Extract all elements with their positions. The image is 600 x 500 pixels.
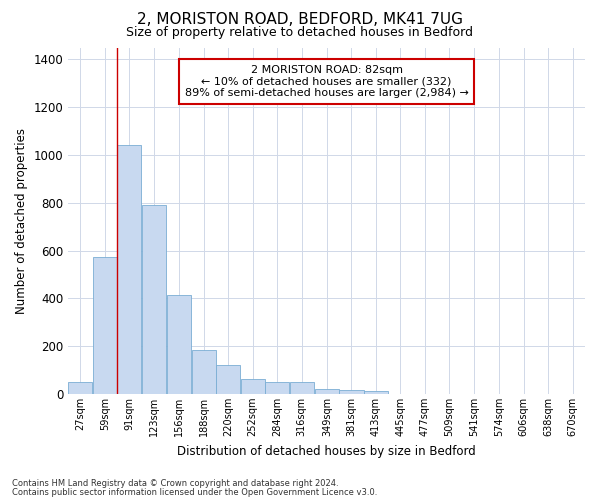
Bar [265,382,289,394]
Bar [216,365,240,394]
Text: 2 MORISTON ROAD: 82sqm
← 10% of detached houses are smaller (332)
89% of semi-de: 2 MORISTON ROAD: 82sqm ← 10% of detached… [185,65,469,98]
Y-axis label: Number of detached properties: Number of detached properties [15,128,28,314]
Bar [68,382,92,394]
Bar [167,294,191,394]
Text: Size of property relative to detached houses in Bedford: Size of property relative to detached ho… [127,26,473,39]
Bar [364,391,388,394]
Bar [191,350,216,394]
Text: Contains public sector information licensed under the Open Government Licence v3: Contains public sector information licen… [12,488,377,497]
Bar [118,146,142,394]
Bar [340,390,364,394]
Bar [142,205,166,394]
X-axis label: Distribution of detached houses by size in Bedford: Distribution of detached houses by size … [177,444,476,458]
Bar [241,379,265,394]
Text: Contains HM Land Registry data © Crown copyright and database right 2024.: Contains HM Land Registry data © Crown c… [12,479,338,488]
Bar [315,389,339,394]
Text: 2, MORISTON ROAD, BEDFORD, MK41 7UG: 2, MORISTON ROAD, BEDFORD, MK41 7UG [137,12,463,28]
Bar [93,256,117,394]
Bar [290,382,314,394]
